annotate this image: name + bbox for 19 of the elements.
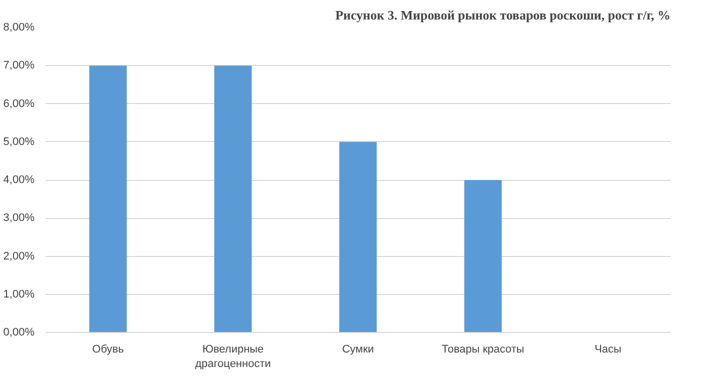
y-tick-label: 7,00% [3,60,35,72]
bar [214,66,252,332]
x-tick-label: Сумки [342,344,374,356]
x-tick-label: Ювелирные драгоценности [195,344,271,370]
x-tick-label: Часы [594,344,622,356]
y-tick-label: 8,00% [3,22,35,34]
bar [464,180,502,332]
bar [89,66,127,332]
y-tick-label: 0,00% [3,326,35,338]
y-tick-label: 1,00% [3,288,35,300]
bar [339,142,377,332]
x-tick-label: Обувь [92,344,124,356]
x-tick-label: Товары красоты [442,344,524,356]
chart-title: Рисунок 3. Мировой рынок товаров роскоши, рост г/г, % [335,8,671,22]
y-tick-label: 5,00% [3,136,35,148]
y-tick-label: 2,00% [3,250,35,262]
y-tick-label: 6,00% [3,98,35,110]
y-tick-label: 3,00% [3,212,35,224]
y-tick-label: 4,00% [3,174,35,186]
